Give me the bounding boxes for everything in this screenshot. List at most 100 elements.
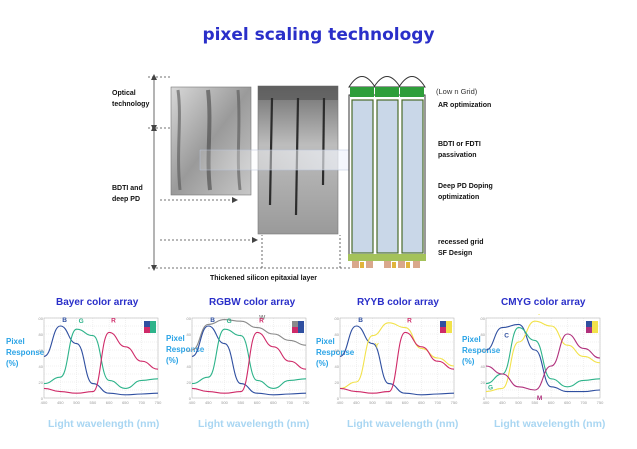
y-tick-label: 40 (39, 364, 44, 369)
legend-mosaic-cell (440, 321, 446, 327)
series-line-g (43, 328, 159, 389)
legend-mosaic-cell (446, 321, 452, 327)
x-tick-label: 700 (434, 400, 441, 405)
y-tick-label: 80 (187, 332, 192, 337)
y-tick-label: 60 (481, 348, 486, 353)
x-tick-label: 750 (155, 400, 162, 405)
x-tick-label: 700 (580, 400, 587, 405)
legend-mosaic-cell (150, 321, 156, 327)
rgbw-chart-title: RGBW color array (209, 297, 296, 308)
x-tick-label: 400 (483, 400, 490, 405)
y-tick-label: 20 (335, 380, 340, 385)
x-tick-label: 400 (337, 400, 344, 405)
x-tick-label: 600 (106, 400, 113, 405)
series-label-g: G (227, 318, 232, 325)
y-tick-label: 80 (481, 332, 486, 337)
y-tick-label: 60 (39, 348, 44, 353)
series-line-y (485, 320, 601, 393)
y-tick-label: 100 (334, 316, 340, 321)
cmyg-ylabel: Pixel Response (%) (462, 335, 501, 366)
rgbw-ylabel: Pixel Response (%) (166, 334, 205, 365)
legend-mosaic-cell (586, 321, 592, 327)
y-tick-label: 80 (335, 332, 340, 337)
x-tick-label: 500 (515, 400, 522, 405)
rgbw-xlabel: Light wavelength (nm) (198, 418, 310, 430)
y-tick-label: 20 (187, 380, 192, 385)
x-tick-label: 450 (205, 400, 212, 405)
series-line-m (485, 333, 601, 391)
plot-frame (191, 317, 307, 399)
legend-mosaic-cell (440, 327, 446, 333)
cmyg-xlabel: Light wavelength (nm) (494, 418, 606, 430)
legend-mosaic-cell (292, 321, 298, 327)
plot-frame (43, 317, 159, 399)
series-line-b (191, 325, 307, 396)
ryyb-chart-title: RYYB color array (357, 297, 439, 308)
series-label-y: Y (375, 343, 380, 350)
x-tick-label: 500 (369, 400, 376, 405)
series-label-g: G (488, 385, 493, 392)
dimension-lines (148, 76, 350, 269)
x-tick-label: 650 (418, 400, 425, 405)
y-tick-label: 20 (481, 380, 486, 385)
bdti-deep-pd-label: BDTI and deep PD (112, 185, 143, 203)
legend-mosaic-cell (298, 321, 304, 327)
x-tick-label: 550 (238, 400, 245, 405)
series-line-w (191, 319, 307, 351)
series-line-r (191, 331, 307, 394)
y-tick-label: 100 (38, 316, 44, 321)
x-tick-label: 450 (353, 400, 360, 405)
x-tick-label: 700 (138, 400, 145, 405)
cmyg-chart-title: CMYG color array (501, 297, 586, 308)
x-tick-label: 700 (286, 400, 293, 405)
thickened-layer-label: Thickened silicon epitaxial layer (210, 275, 317, 282)
series-label-b: B (62, 317, 67, 324)
series-line-r (339, 331, 455, 394)
series-label-b: B (210, 317, 215, 324)
passivation-label: BDTI or FDTI passivation (438, 141, 481, 159)
legend-mosaic-cell (292, 327, 298, 333)
y-tick-label: 0 (41, 396, 44, 401)
x-tick-label: 550 (532, 400, 539, 405)
legend-mosaic-cell (144, 321, 150, 327)
y-tick-label: 40 (481, 364, 486, 369)
ryyb-chart: 0 20 40 60 80 100 400 450 500 550 600 650 700 750 B Y R (334, 316, 458, 405)
series-label-y: Y (537, 314, 542, 317)
ar-optimization-label: AR optimization (438, 102, 492, 109)
series-line-y (339, 322, 455, 389)
deep-pd-label: Deep PD Doping optimization (438, 183, 493, 201)
x-tick-label: 500 (73, 400, 80, 405)
legend-mosaic-cell (592, 327, 598, 333)
x-tick-label: 650 (564, 400, 571, 405)
series-line-r (43, 331, 159, 394)
recessed-grid-label: recessed grid SF Design (438, 239, 484, 257)
series-label-c: C (504, 333, 509, 340)
x-tick-label: 550 (386, 400, 393, 405)
bayer-ylabel: Pixel Response (%) (6, 337, 45, 368)
series-label-g: G (79, 318, 84, 325)
series-label-m: M (537, 395, 542, 402)
x-tick-label: 500 (221, 400, 228, 405)
legend-mosaic-cell (150, 327, 156, 333)
optical-technology-label: Optical technology (112, 90, 150, 108)
series-label-r: R (407, 317, 412, 324)
x-tick-label: 550 (90, 400, 97, 405)
cmyg-chart: 0 20 40 60 80 100 400 450 500 550 600 650 700 750 C Y G M (480, 314, 604, 405)
legend-mosaic-cell (586, 327, 592, 333)
legend-mosaic-cell (298, 327, 304, 333)
rgbw-chart: 0 20 40 60 80 100 400 450 500 550 600 650 700 750 W B G R (186, 315, 310, 405)
series-label-r: R (111, 317, 116, 324)
x-tick-label: 650 (270, 400, 277, 405)
y-tick-label: 100 (480, 316, 486, 321)
y-tick-label: 0 (189, 396, 192, 401)
pixel-stack (348, 76, 426, 268)
bayer-xlabel: Light wavelength (nm) (48, 418, 160, 430)
y-tick-label: 100 (186, 316, 192, 321)
x-tick-label: 450 (499, 400, 506, 405)
ryyb-ylabel: Pixel Response (%) (316, 337, 355, 368)
legend-mosaic-cell (446, 327, 452, 333)
series-line-b (339, 325, 455, 396)
y-tick-label: 20 (39, 380, 44, 385)
x-tick-label: 450 (57, 400, 64, 405)
bayer-chart: 0 20 40 60 80 100 400 450 500 550 600 650 700 750 B G R (38, 316, 162, 405)
